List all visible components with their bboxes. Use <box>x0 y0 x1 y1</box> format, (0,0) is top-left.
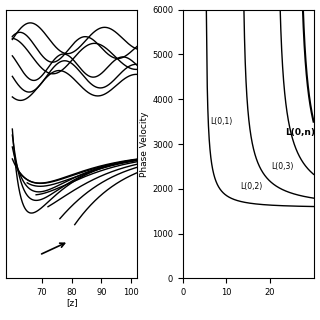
X-axis label: [z]: [z] <box>66 299 78 308</box>
Text: L(0,3): L(0,3) <box>271 162 294 171</box>
Text: L(0,1): L(0,1) <box>210 117 232 126</box>
Y-axis label: Phase Velocity: Phase Velocity <box>140 111 149 177</box>
Text: L(0,n): L(0,n) <box>285 128 315 137</box>
Text: L(0,2): L(0,2) <box>240 182 263 191</box>
